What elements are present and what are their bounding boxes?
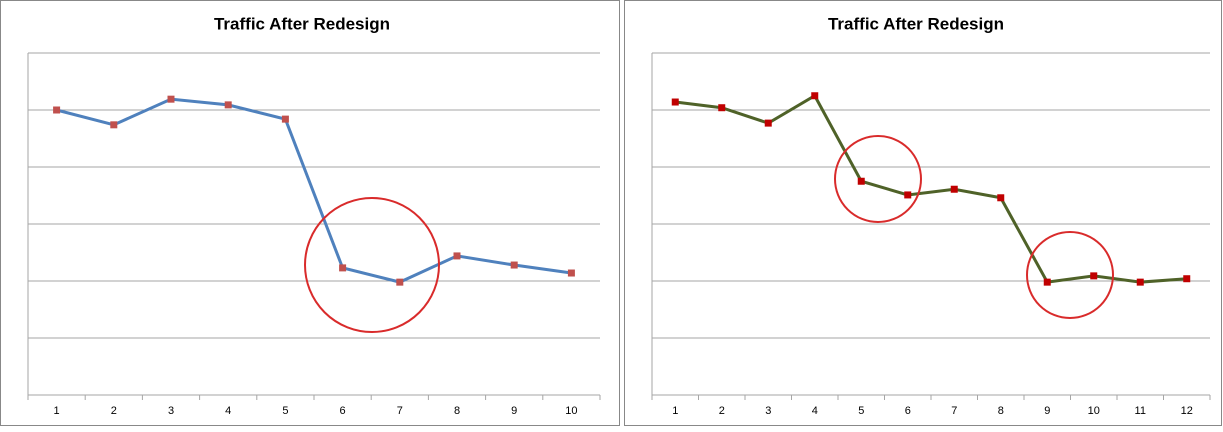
x-tick-label: 11 xyxy=(1135,405,1146,417)
marker xyxy=(857,177,865,185)
marker xyxy=(950,185,958,193)
highlight-circle xyxy=(1026,231,1114,319)
x-tick-label: 3 xyxy=(765,405,771,417)
chart: Traffic After Redesign 1 2 3 4 5 6 7 8 9 10 xyxy=(27,14,601,417)
panel xyxy=(0,0,620,426)
marker xyxy=(997,194,1005,202)
x-tick-label: 9 xyxy=(1044,405,1050,417)
x-tick-label: 1 xyxy=(54,405,60,417)
x-tick-label: 1 xyxy=(672,405,678,417)
marker xyxy=(396,278,404,286)
marker xyxy=(281,115,289,123)
x-tick-label: 2 xyxy=(719,405,725,417)
marker xyxy=(764,119,772,127)
marker xyxy=(567,269,575,277)
x-tick-label: 9 xyxy=(511,405,517,417)
x-tick-label: 12 xyxy=(1181,405,1193,417)
line xyxy=(56,97,572,284)
marker xyxy=(167,95,175,103)
x-tick-label: 8 xyxy=(454,405,460,417)
x-tick-label: 10 xyxy=(565,405,577,417)
marker xyxy=(453,252,461,260)
line xyxy=(675,93,1187,284)
chart-title: Traffic After Redesign xyxy=(828,14,1004,33)
marker xyxy=(1090,272,1098,280)
chart: Traffic After Redesign 1 2 3 4 5 6 7 8 9 10 11 12 xyxy=(651,14,1211,417)
panel xyxy=(624,0,1222,426)
marker xyxy=(718,104,726,112)
x-tick-label: 7 xyxy=(951,405,957,417)
x-tick-label: 2 xyxy=(111,405,117,417)
marker xyxy=(224,101,232,109)
x-tick-label: 3 xyxy=(168,405,174,417)
marker xyxy=(1183,275,1191,283)
marker xyxy=(1043,278,1051,286)
marker xyxy=(811,92,819,100)
x-tick-label: 5 xyxy=(282,405,288,417)
chart-title: Traffic After Redesign xyxy=(214,14,390,33)
marker xyxy=(904,191,912,199)
highlight-circle xyxy=(834,135,922,223)
highlight-circle xyxy=(304,197,440,333)
x-tick-label: 4 xyxy=(812,405,818,417)
marker xyxy=(110,121,118,129)
marker xyxy=(339,264,347,272)
x-tick-label: 8 xyxy=(998,405,1004,417)
x-tick-label: 7 xyxy=(397,405,403,417)
marker xyxy=(510,261,518,269)
x-tick-label: 6 xyxy=(905,405,911,417)
x-tick-label: 6 xyxy=(340,405,346,417)
annotations xyxy=(304,135,1114,333)
x-tick-label: 10 xyxy=(1088,405,1100,417)
x-tick-label: 4 xyxy=(225,405,231,417)
marker xyxy=(53,106,61,114)
marker xyxy=(671,98,679,106)
x-tick-label: 5 xyxy=(858,405,864,417)
marker xyxy=(1136,278,1144,286)
